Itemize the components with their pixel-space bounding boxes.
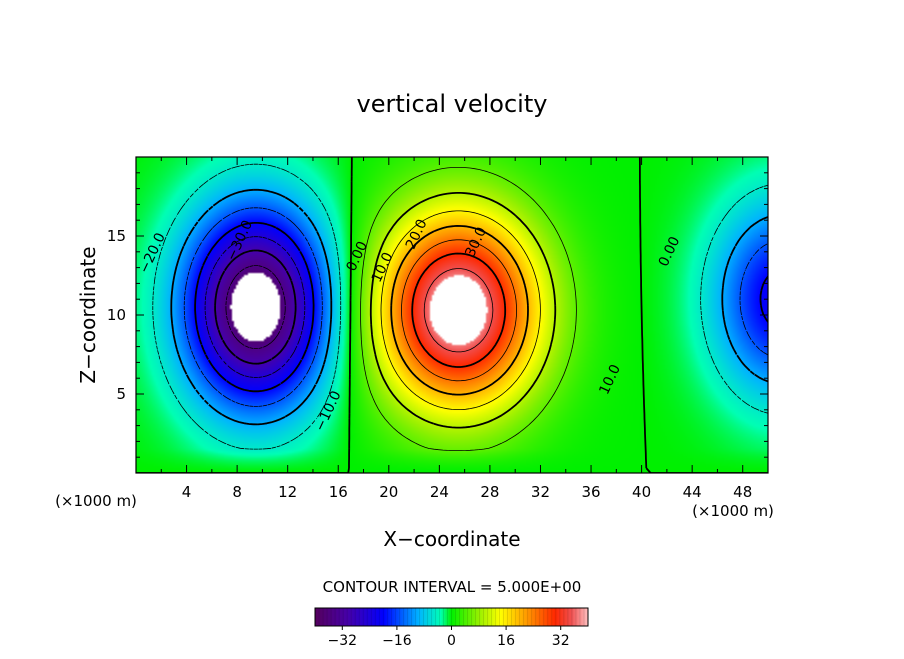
contour-line [401, 239, 517, 382]
x-tick-label: 16 [329, 483, 348, 501]
contour-line [380, 210, 541, 410]
y-tick-label: 15 [107, 227, 126, 245]
contour-line [152, 163, 768, 450]
contour-line [170, 188, 768, 426]
contour-line [225, 265, 286, 349]
contour-line [204, 236, 306, 378]
contour-interval-text: CONTOUR INTERVAL = 5.000E+00 [323, 578, 582, 596]
colorbar-gradient [315, 608, 588, 626]
x-axis: 4 8 12 16 20 24 28 32 36 40 44 48 [160, 157, 752, 501]
colorbar-tick-label: −32 [328, 633, 358, 649]
y-axis: 5 10 15 [107, 172, 768, 458]
x-tick-label: 8 [232, 483, 242, 501]
colorbar-tick-label: −16 [382, 633, 412, 649]
contour-line [369, 192, 557, 429]
colorbar-stripes [318, 608, 585, 626]
colorbar-tick-label: 16 [497, 633, 515, 649]
x-axis-label: X−coordinate [383, 527, 520, 551]
velocity-field-heatmap [136, 157, 768, 473]
y-tick-label: 10 [107, 306, 126, 324]
contour-line [136, 157, 768, 473]
colorbar: −32 −16 0 16 32 [314, 607, 589, 649]
contour-line [390, 225, 529, 396]
x-tick-label: 44 [683, 483, 702, 501]
colorbar-tick-label: 32 [552, 633, 570, 649]
x-unit-left: (×1000 m) [55, 492, 137, 510]
x-tick-label: 40 [632, 483, 651, 501]
colorbar-tick-label: 0 [447, 633, 456, 649]
x-tick-label: 36 [581, 483, 600, 501]
x-tick-label: 32 [531, 483, 550, 501]
colorbar-ticks: −32 −16 0 16 32 [328, 626, 570, 649]
x-tick-label: 24 [430, 483, 449, 501]
x-unit-right: (×1000 m) [692, 502, 774, 520]
contour-line [194, 222, 768, 393]
contour-line [214, 249, 297, 365]
y-axis-label: Z−coordinate [76, 246, 100, 383]
x-tick-label: 28 [480, 483, 499, 501]
x-tick-label: 12 [278, 483, 297, 501]
contour-line [183, 207, 768, 407]
x-tick-label: 48 [733, 483, 752, 501]
contour-line [411, 252, 507, 368]
contour-lines [136, 157, 768, 473]
x-tick-label: 20 [379, 483, 398, 501]
x-tick-label: 4 [182, 483, 192, 501]
contour-line [423, 268, 494, 353]
y-tick-label: 5 [116, 385, 126, 403]
chart-title: vertical velocity [357, 90, 548, 118]
contour-line [360, 167, 577, 451]
